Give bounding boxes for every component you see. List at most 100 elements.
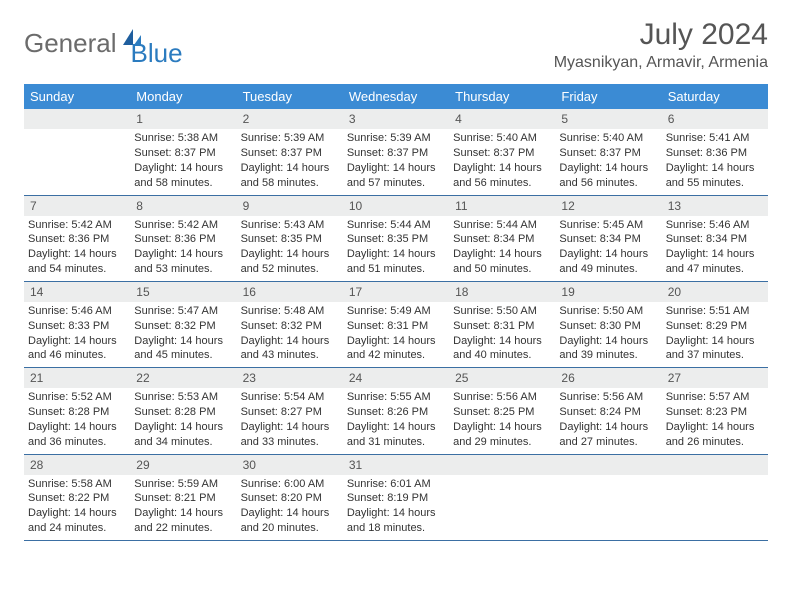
day-content: Sunrise: 5:59 AMSunset: 8:21 PMDaylight:… (130, 475, 236, 540)
sunset-text: Sunset: 8:37 PM (559, 146, 657, 161)
month-title: July 2024 (554, 18, 768, 52)
sunrise-text: Sunrise: 5:56 AM (453, 390, 551, 405)
sunrise-text: Sunrise: 5:39 AM (347, 131, 445, 146)
day-content: Sunrise: 6:01 AMSunset: 8:19 PMDaylight:… (343, 475, 449, 540)
day-number: 18 (449, 282, 555, 302)
sunrise-text: Sunrise: 5:57 AM (666, 390, 764, 405)
day-content: Sunrise: 5:56 AMSunset: 8:24 PMDaylight:… (555, 388, 661, 453)
sunset-text: Sunset: 8:34 PM (559, 232, 657, 247)
day-content: Sunrise: 5:42 AMSunset: 8:36 PMDaylight:… (24, 216, 130, 281)
daylight-text: Daylight: 14 hours and 20 minutes. (241, 506, 339, 536)
day-content: Sunrise: 5:40 AMSunset: 8:37 PMDaylight:… (449, 129, 555, 194)
day-content: Sunrise: 5:50 AMSunset: 8:30 PMDaylight:… (555, 302, 661, 367)
sunrise-text: Sunrise: 5:41 AM (666, 131, 764, 146)
weekday-header: Saturday (662, 84, 768, 109)
day-cell: 10Sunrise: 5:44 AMSunset: 8:35 PMDayligh… (343, 195, 449, 281)
day-cell: 6Sunrise: 5:41 AMSunset: 8:36 PMDaylight… (662, 109, 768, 195)
daylight-text: Daylight: 14 hours and 27 minutes. (559, 420, 657, 450)
day-number: 24 (343, 368, 449, 388)
sunset-text: Sunset: 8:35 PM (241, 232, 339, 247)
sunrise-text: Sunrise: 5:38 AM (134, 131, 232, 146)
sunrise-text: Sunrise: 5:48 AM (241, 304, 339, 319)
sunset-text: Sunset: 8:31 PM (453, 319, 551, 334)
sunset-text: Sunset: 8:28 PM (28, 405, 126, 420)
sunrise-text: Sunrise: 5:45 AM (559, 218, 657, 233)
day-content: Sunrise: 5:53 AMSunset: 8:28 PMDaylight:… (130, 388, 236, 453)
sunrise-text: Sunrise: 5:47 AM (134, 304, 232, 319)
daylight-text: Daylight: 14 hours and 39 minutes. (559, 334, 657, 364)
day-cell: 15Sunrise: 5:47 AMSunset: 8:32 PMDayligh… (130, 281, 236, 367)
sunrise-text: Sunrise: 5:49 AM (347, 304, 445, 319)
sunrise-text: Sunrise: 5:56 AM (559, 390, 657, 405)
day-content: Sunrise: 5:46 AMSunset: 8:33 PMDaylight:… (24, 302, 130, 367)
day-content: Sunrise: 5:39 AMSunset: 8:37 PMDaylight:… (343, 129, 449, 194)
day-cell (24, 109, 130, 195)
day-cell: 1Sunrise: 5:38 AMSunset: 8:37 PMDaylight… (130, 109, 236, 195)
daylight-text: Daylight: 14 hours and 51 minutes. (347, 247, 445, 277)
day-content: Sunrise: 5:55 AMSunset: 8:26 PMDaylight:… (343, 388, 449, 453)
sunset-text: Sunset: 8:37 PM (347, 146, 445, 161)
day-cell: 2Sunrise: 5:39 AMSunset: 8:37 PMDaylight… (237, 109, 343, 195)
day-content: Sunrise: 5:57 AMSunset: 8:23 PMDaylight:… (662, 388, 768, 453)
day-number: 1 (130, 109, 236, 129)
day-number: 11 (449, 196, 555, 216)
daylight-text: Daylight: 14 hours and 46 minutes. (28, 334, 126, 364)
day-number: 21 (24, 368, 130, 388)
day-number: 8 (130, 196, 236, 216)
day-cell: 11Sunrise: 5:44 AMSunset: 8:34 PMDayligh… (449, 195, 555, 281)
weekday-header-row: SundayMondayTuesdayWednesdayThursdayFrid… (24, 84, 768, 109)
day-number: 13 (662, 196, 768, 216)
daylight-text: Daylight: 14 hours and 18 minutes. (347, 506, 445, 536)
day-cell: 26Sunrise: 5:56 AMSunset: 8:24 PMDayligh… (555, 368, 661, 454)
day-cell: 19Sunrise: 5:50 AMSunset: 8:30 PMDayligh… (555, 281, 661, 367)
sunset-text: Sunset: 8:26 PM (347, 405, 445, 420)
sunset-text: Sunset: 8:29 PM (666, 319, 764, 334)
day-cell: 30Sunrise: 6:00 AMSunset: 8:20 PMDayligh… (237, 454, 343, 540)
weekday-header: Monday (130, 84, 236, 109)
sunset-text: Sunset: 8:37 PM (134, 146, 232, 161)
weekday-header: Thursday (449, 84, 555, 109)
day-number-empty (662, 455, 768, 475)
day-content: Sunrise: 5:49 AMSunset: 8:31 PMDaylight:… (343, 302, 449, 367)
daylight-text: Daylight: 14 hours and 40 minutes. (453, 334, 551, 364)
weekday-header: Sunday (24, 84, 130, 109)
sunrise-text: Sunrise: 5:40 AM (453, 131, 551, 146)
day-cell: 25Sunrise: 5:56 AMSunset: 8:25 PMDayligh… (449, 368, 555, 454)
day-number-empty (555, 455, 661, 475)
sunrise-text: Sunrise: 5:50 AM (453, 304, 551, 319)
day-content: Sunrise: 5:47 AMSunset: 8:32 PMDaylight:… (130, 302, 236, 367)
day-content: Sunrise: 5:45 AMSunset: 8:34 PMDaylight:… (555, 216, 661, 281)
day-number: 7 (24, 196, 130, 216)
day-number: 15 (130, 282, 236, 302)
day-number: 20 (662, 282, 768, 302)
day-number: 23 (237, 368, 343, 388)
day-number: 26 (555, 368, 661, 388)
sunrise-text: Sunrise: 5:52 AM (28, 390, 126, 405)
daylight-text: Daylight: 14 hours and 58 minutes. (241, 161, 339, 191)
daylight-text: Daylight: 14 hours and 37 minutes. (666, 334, 764, 364)
daylight-text: Daylight: 14 hours and 50 minutes. (453, 247, 551, 277)
logo: General Blue (24, 18, 183, 69)
sunset-text: Sunset: 8:25 PM (453, 405, 551, 420)
sunset-text: Sunset: 8:32 PM (241, 319, 339, 334)
sunset-text: Sunset: 8:36 PM (134, 232, 232, 247)
day-cell (555, 454, 661, 540)
day-number: 12 (555, 196, 661, 216)
sunrise-text: Sunrise: 5:46 AM (28, 304, 126, 319)
sunset-text: Sunset: 8:34 PM (666, 232, 764, 247)
daylight-text: Daylight: 14 hours and 52 minutes. (241, 247, 339, 277)
daylight-text: Daylight: 14 hours and 57 minutes. (347, 161, 445, 191)
day-number: 27 (662, 368, 768, 388)
daylight-text: Daylight: 14 hours and 36 minutes. (28, 420, 126, 450)
day-number: 31 (343, 455, 449, 475)
day-content: Sunrise: 5:41 AMSunset: 8:36 PMDaylight:… (662, 129, 768, 194)
day-number: 9 (237, 196, 343, 216)
day-cell: 4Sunrise: 5:40 AMSunset: 8:37 PMDaylight… (449, 109, 555, 195)
day-content: Sunrise: 5:50 AMSunset: 8:31 PMDaylight:… (449, 302, 555, 367)
sunrise-text: Sunrise: 5:55 AM (347, 390, 445, 405)
day-number: 2 (237, 109, 343, 129)
daylight-text: Daylight: 14 hours and 55 minutes. (666, 161, 764, 191)
daylight-text: Daylight: 14 hours and 22 minutes. (134, 506, 232, 536)
day-number-empty (449, 455, 555, 475)
day-cell: 20Sunrise: 5:51 AMSunset: 8:29 PMDayligh… (662, 281, 768, 367)
